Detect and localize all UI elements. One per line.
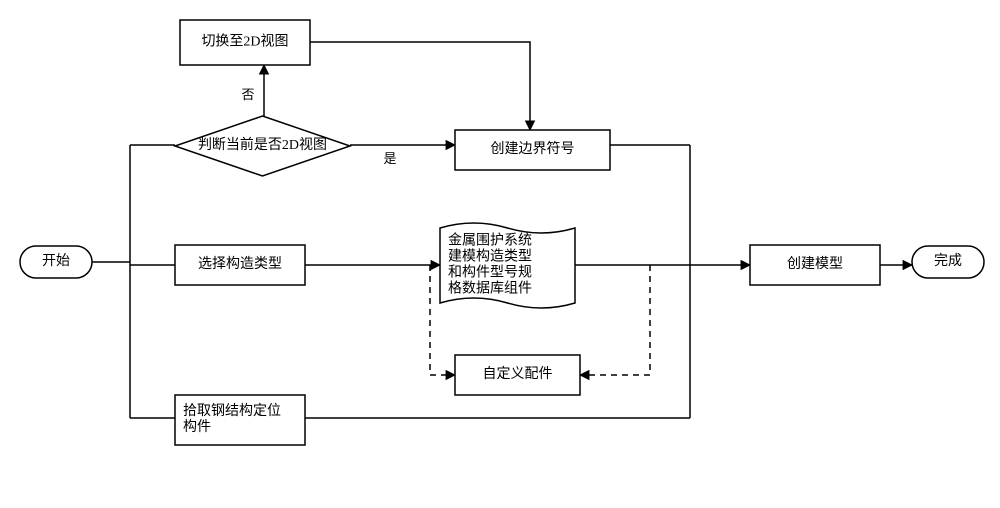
edge-6 <box>310 42 530 130</box>
node-pick-line-1: 构件 <box>183 419 211 435</box>
node-db-line-3: 格数据库组件 <box>448 281 532 297</box>
node-start-label: 开始 <box>42 253 70 269</box>
node-createmod-label: 创建模型 <box>787 256 843 272</box>
node-switch2d-label: 切换至2D视图 <box>201 33 288 50</box>
node-db-line-0: 金属围护系统 <box>448 233 532 249</box>
node-db-line-2: 和构件型号规 <box>448 265 532 281</box>
edge-7-label: 是 <box>383 151 396 166</box>
node-db: 金属围护系统建模构造类型和构件型号规格数据库组件 <box>440 223 575 308</box>
node-seltype: 选择构造类型 <box>175 245 305 285</box>
node-pick-line-0: 拾取钢结构定位 <box>183 403 281 419</box>
node-createsym: 创建边界符号 <box>455 130 610 170</box>
edge-16 <box>580 265 650 375</box>
node-createsym-label: 创建边界符号 <box>491 141 575 157</box>
node-decision: 判断当前是否2D视图 <box>175 116 350 176</box>
node-custom-label: 自定义配件 <box>483 366 553 382</box>
node-createmod: 创建模型 <box>750 245 880 285</box>
node-end: 完成 <box>912 246 984 278</box>
node-end-label: 完成 <box>934 253 962 269</box>
node-seltype-label: 选择构造类型 <box>198 256 282 272</box>
node-start: 开始 <box>20 246 92 278</box>
node-pick: 拾取钢结构定位构件 <box>175 395 305 445</box>
node-decision-label: 判断当前是否2D视图 <box>198 136 327 153</box>
node-custom: 自定义配件 <box>455 355 580 395</box>
node-db-line-1: 建模构造类型 <box>448 249 532 265</box>
node-switch2d: 切换至2D视图 <box>180 20 310 65</box>
edge-5-label: 否 <box>241 87 254 102</box>
